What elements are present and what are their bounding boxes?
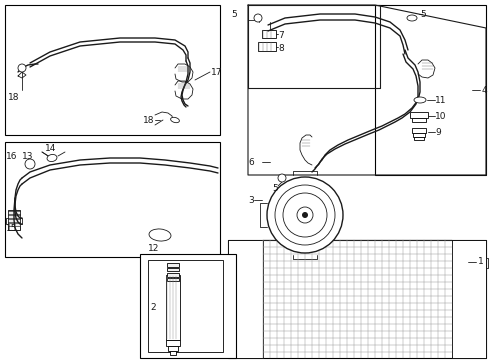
Text: 12: 12 — [148, 243, 159, 252]
Bar — [167, 268, 179, 271]
Text: 5: 5 — [231, 9, 237, 18]
Bar — [375, 5, 486, 175]
Text: 5: 5 — [420, 9, 426, 18]
Ellipse shape — [47, 154, 57, 162]
Text: 6: 6 — [248, 158, 254, 166]
Text: 14: 14 — [45, 144, 56, 153]
Ellipse shape — [407, 15, 417, 21]
Text: 15: 15 — [6, 224, 18, 233]
Bar — [8, 211, 20, 214]
Bar — [258, 42, 276, 51]
Bar — [8, 219, 20, 222]
Circle shape — [275, 185, 335, 245]
Bar — [412, 128, 426, 133]
Bar — [412, 118, 426, 122]
Bar — [140, 254, 236, 358]
Bar — [262, 30, 276, 38]
Bar — [8, 223, 20, 226]
Bar — [167, 263, 179, 267]
Ellipse shape — [414, 97, 426, 103]
Ellipse shape — [150, 230, 170, 240]
Bar — [413, 133, 425, 137]
Bar — [170, 351, 176, 355]
Circle shape — [302, 212, 308, 218]
Ellipse shape — [171, 117, 179, 123]
Bar — [414, 137, 424, 140]
Bar — [168, 346, 178, 351]
Circle shape — [254, 14, 262, 22]
Bar — [167, 273, 179, 277]
Bar — [5, 5, 220, 135]
Bar — [452, 240, 486, 358]
Circle shape — [18, 64, 26, 72]
Text: 2: 2 — [150, 303, 156, 312]
Text: 5: 5 — [272, 184, 278, 193]
Bar — [148, 260, 223, 352]
Text: 11: 11 — [435, 95, 446, 104]
Text: 10: 10 — [435, 112, 446, 121]
Bar — [228, 240, 263, 358]
Bar — [228, 240, 486, 358]
Bar — [410, 112, 428, 118]
Text: 4: 4 — [482, 86, 488, 95]
Bar — [167, 278, 179, 281]
Circle shape — [283, 193, 327, 237]
Text: 8: 8 — [278, 44, 284, 53]
Circle shape — [25, 159, 35, 169]
Ellipse shape — [149, 229, 171, 241]
Circle shape — [267, 177, 343, 253]
Text: 16: 16 — [6, 152, 18, 161]
Text: 18: 18 — [8, 93, 20, 102]
Circle shape — [297, 207, 313, 223]
Text: 1: 1 — [478, 257, 484, 266]
Circle shape — [278, 174, 286, 182]
Bar — [5, 142, 220, 257]
Bar — [8, 215, 20, 218]
Bar — [8, 210, 20, 230]
Bar — [166, 340, 180, 346]
Text: 3: 3 — [248, 195, 254, 204]
Text: 7: 7 — [278, 31, 284, 40]
Text: 18: 18 — [143, 116, 154, 125]
Text: 17: 17 — [211, 68, 222, 77]
Text: 13: 13 — [22, 152, 33, 161]
Bar — [166, 275, 180, 340]
Text: 9: 9 — [435, 127, 441, 136]
